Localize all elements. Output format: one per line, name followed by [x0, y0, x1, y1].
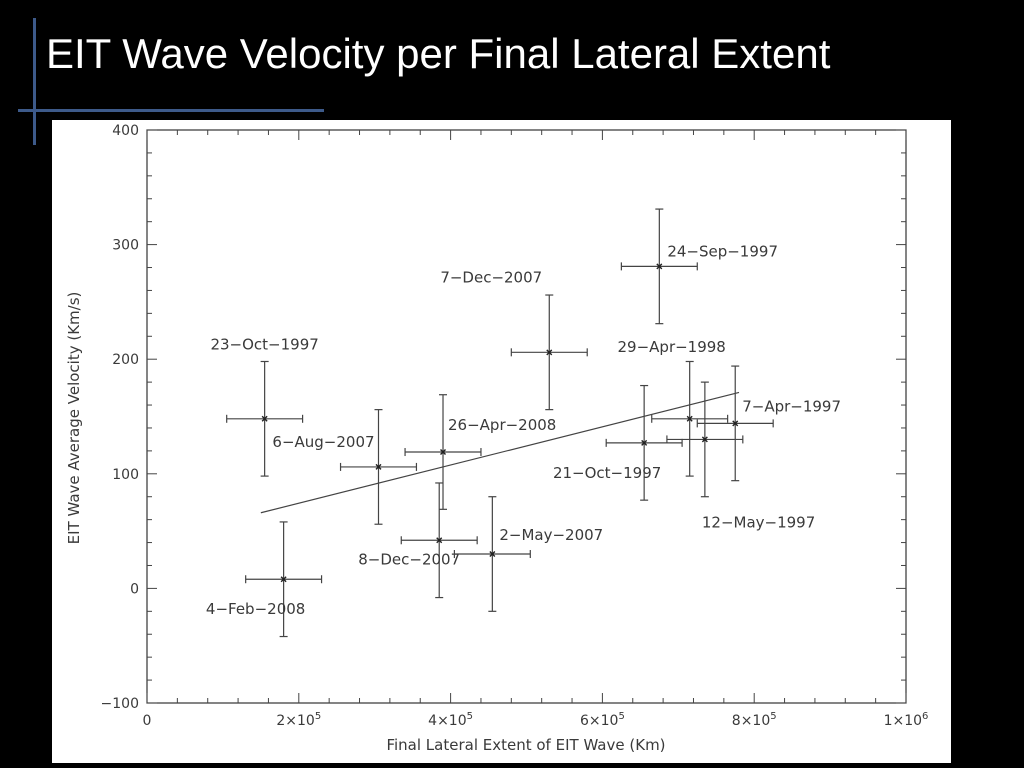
data-label: 21−Oct−1997: [553, 464, 661, 482]
x-tick-label: 4×105: [428, 711, 473, 729]
y-tick-label: 200: [112, 352, 139, 368]
data-label: 7−Dec−2007: [440, 268, 542, 286]
accent-horizontal-line: [18, 109, 324, 112]
data-point: [375, 463, 382, 470]
data-label: 26−Apr−2008: [448, 416, 556, 434]
data-label: 24−Sep−1997: [667, 242, 778, 260]
data-point: [656, 263, 663, 270]
x-tick-label: 2×105: [276, 711, 321, 729]
data-point: [436, 537, 443, 544]
data-label: 6−Aug−2007: [272, 433, 374, 451]
y-tick-label: 400: [112, 123, 139, 139]
data-label: 4−Feb−2008: [206, 600, 305, 618]
plot-frame: [146, 129, 907, 704]
data-point: [732, 420, 739, 427]
data-label: 7−Apr−1997: [742, 397, 841, 415]
data-label: 29−Apr−1998: [618, 338, 726, 356]
y-tick-label: 100: [112, 467, 139, 483]
chart-panel: Final Lateral Extent of EIT Wave (Km) EI…: [52, 120, 951, 763]
data-point: [701, 436, 708, 443]
x-tick-label: 6×105: [580, 711, 625, 729]
data-point: [641, 439, 648, 446]
data-point: [686, 415, 693, 422]
scatter-chart: Final Lateral Extent of EIT Wave (Km) EI…: [65, 123, 929, 754]
data-point: [440, 449, 447, 456]
fit-line: [260, 391, 740, 514]
y-tick-label: 0: [130, 581, 139, 597]
x-tick-label: 8×105: [732, 711, 777, 729]
y-tick-label: −100: [101, 696, 139, 712]
y-tick-label: 300: [112, 238, 139, 254]
data-point: [489, 551, 496, 558]
x-axis-title: Final Lateral Extent of EIT Wave (Km): [386, 736, 665, 754]
data-label: 8−Dec−2007: [358, 550, 460, 568]
data-point: [546, 349, 553, 356]
x-tick-label: 0: [143, 713, 152, 729]
data-label: 2−May−2007: [499, 526, 603, 544]
x-tick-label: 1×106: [884, 711, 929, 729]
data-label: 12−May−1997: [702, 513, 815, 531]
y-axis-title: EIT Wave Average Velocity (Km/s): [65, 292, 83, 545]
slide-title: EIT Wave Velocity per Final Lateral Exte…: [46, 30, 831, 77]
accent-vertical-line: [33, 18, 36, 145]
data-label: 23−Oct−1997: [210, 335, 318, 353]
data-point: [261, 415, 268, 422]
data-point: [280, 576, 287, 583]
